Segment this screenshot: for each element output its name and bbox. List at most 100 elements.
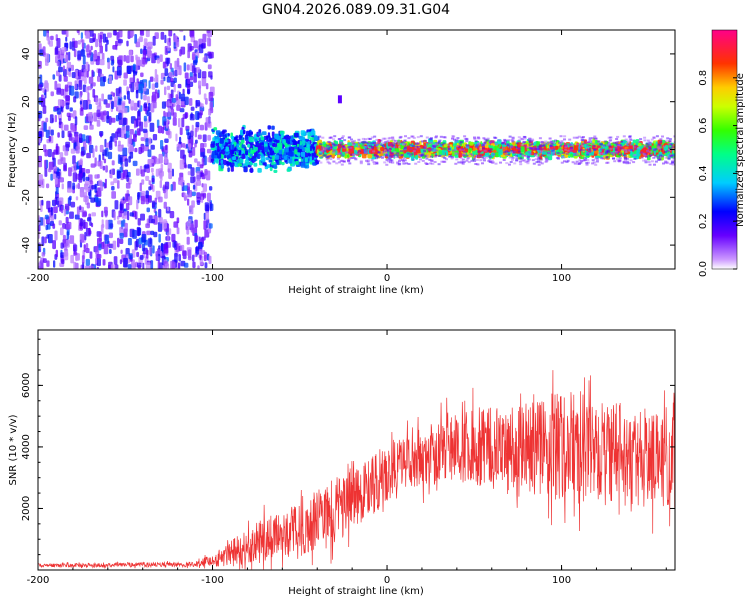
spectrogram-cell xyxy=(271,161,276,166)
spectrogram-cell xyxy=(170,260,174,269)
spectrogram-cell xyxy=(64,242,68,251)
spectrogram-cell xyxy=(79,100,82,105)
spectrogram-cell xyxy=(154,211,158,216)
spectrogram-cell xyxy=(109,75,112,84)
spectrogram-cell xyxy=(107,219,113,230)
spectrogram-cell xyxy=(77,40,81,45)
spectrogram-cell xyxy=(93,112,98,122)
spectrogram-cell xyxy=(80,192,84,198)
spectrogram-cell xyxy=(152,91,157,102)
spectrogram-cell xyxy=(271,125,275,130)
spectrogram-cell xyxy=(137,100,140,108)
spectrogram-cell xyxy=(102,33,106,43)
spectrogram-cell xyxy=(148,102,151,112)
spectrogram-cell xyxy=(157,92,160,99)
spectrogram-cell xyxy=(158,208,162,219)
spectrogram-cell xyxy=(38,174,43,182)
spectrogram-cell xyxy=(167,42,170,52)
spectrogram-cell xyxy=(160,242,164,253)
spectrogram-cell xyxy=(143,38,148,49)
spectrogram-cell xyxy=(145,138,149,147)
spectrogram-cell xyxy=(99,45,103,54)
spectrogram-cell xyxy=(183,185,189,191)
spectrogram-cell xyxy=(111,191,116,199)
spectrogram-cell xyxy=(129,77,134,84)
spectrogram-cell xyxy=(69,107,73,112)
spectrogram-cell xyxy=(307,141,310,145)
spectrogram-cell xyxy=(164,68,169,77)
spectrogram-cell xyxy=(201,103,204,108)
spectrogram-cell xyxy=(176,69,182,75)
spectrogram-cell xyxy=(164,138,169,143)
spectrogram-cell xyxy=(655,141,658,145)
spectrogram-cell xyxy=(55,171,61,179)
spectrogram-cell xyxy=(129,151,134,159)
spectrogram-cell xyxy=(85,169,90,174)
spectrogram-cell xyxy=(125,125,130,132)
spectrogram-cell xyxy=(218,142,222,147)
spectrogram-cell xyxy=(82,100,88,110)
spectrogram-cell xyxy=(64,84,69,92)
spectrogram-cell xyxy=(102,223,105,229)
spectrogram-cell xyxy=(278,148,283,155)
spectrogram-cell xyxy=(52,223,56,229)
spectrogram-cell xyxy=(121,211,125,219)
spectrogram-cell xyxy=(226,161,232,166)
spectrogram-cell xyxy=(82,262,85,269)
spectrogram-cell xyxy=(129,129,134,135)
spectrogram-cell xyxy=(120,249,123,254)
spectrogram-cell xyxy=(200,143,205,153)
spectrogram-cell xyxy=(98,232,102,242)
spectrogram-cell xyxy=(226,139,229,143)
spectrogram-cell xyxy=(38,60,42,69)
spectrogram-cell xyxy=(130,55,134,63)
spectrogram-cell xyxy=(42,258,47,263)
spectrogram-cell xyxy=(157,260,161,269)
spectrogram-cell xyxy=(108,232,113,239)
spectrogram-cell xyxy=(441,149,446,156)
spectrogram-cell xyxy=(44,214,49,220)
spectrogram-cell xyxy=(135,54,138,61)
spectrogram-cell xyxy=(213,127,218,131)
spectrogram-cell xyxy=(185,112,189,118)
spectrogram-cell xyxy=(570,153,574,158)
spectrogram-cell xyxy=(190,106,195,111)
spectrogram-cell xyxy=(196,192,201,199)
spectrogram-cell xyxy=(102,259,106,266)
spectrogram-cell xyxy=(458,152,462,158)
spectrogram-cell xyxy=(106,39,109,45)
spectrogram-cell xyxy=(209,186,213,191)
spectrogram-cell xyxy=(95,38,99,48)
spectrogram-cell xyxy=(196,171,201,181)
spectrogram-cell xyxy=(220,159,224,164)
spectrogram-cell xyxy=(54,177,58,185)
spectrogram-cell xyxy=(50,129,54,136)
spectrogram-cell xyxy=(119,238,124,244)
spectrogram-cell xyxy=(139,182,142,192)
spectrogram-cell xyxy=(118,112,122,120)
spectrogram-cell xyxy=(50,35,54,41)
spectrogram-cell xyxy=(52,240,56,250)
spectrogram-cell xyxy=(57,99,63,106)
spectrogram-cell xyxy=(276,160,280,165)
spectrogram-cell xyxy=(48,168,52,173)
spectrogram-cell xyxy=(164,45,168,55)
spectrogram-cell xyxy=(184,96,189,106)
spectrogram-cell xyxy=(170,184,173,192)
spectrogram-cell xyxy=(265,157,270,161)
spectrogram-cell xyxy=(92,148,95,158)
spectrogram-cell xyxy=(288,158,293,164)
spectrogram-cell xyxy=(215,158,219,164)
spectrogram-cell xyxy=(160,140,164,150)
spectrogram-cell xyxy=(118,140,121,147)
spectrogram-cell xyxy=(268,159,273,163)
spectrogram-cell xyxy=(117,180,120,189)
spectrogram-cell xyxy=(210,203,214,211)
spectrogram-cell xyxy=(56,87,61,95)
spectrogram-cell xyxy=(139,36,143,43)
spectrogram-cell xyxy=(264,146,269,153)
spectrogram-cell xyxy=(119,259,122,265)
spectrogram-cell xyxy=(190,130,194,137)
spectrogram-cell xyxy=(205,224,208,229)
spectrogram-cell xyxy=(199,254,202,261)
